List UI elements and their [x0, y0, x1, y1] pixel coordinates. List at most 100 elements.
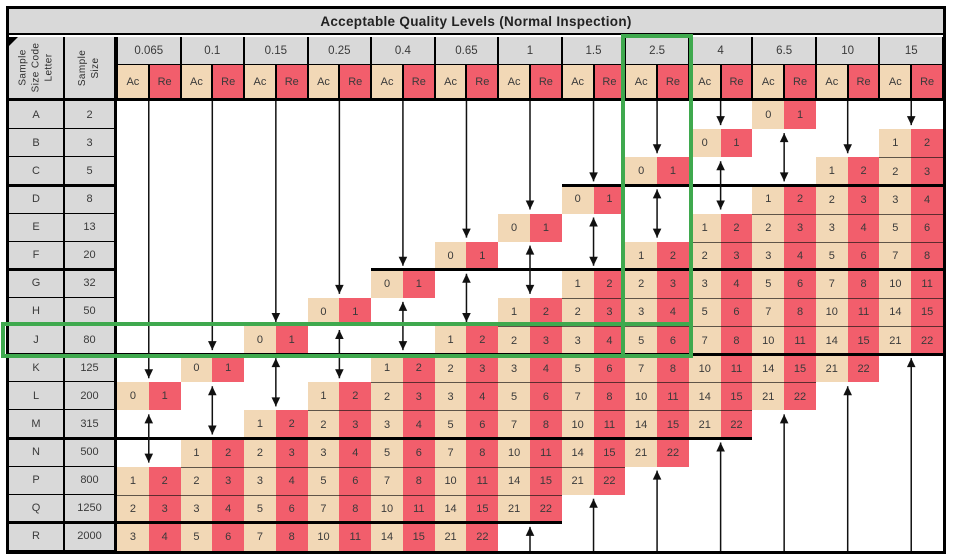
ac-value-cell: 14	[434, 494, 467, 523]
ac-value-cell: 0	[561, 185, 594, 214]
empty-cell	[212, 270, 244, 298]
re-value-cell: 15	[529, 466, 562, 495]
empty-cell	[308, 214, 340, 242]
ac-value-cell: 2	[307, 410, 340, 439]
re-value-cell: 6	[657, 326, 689, 355]
empty-cell	[244, 101, 276, 129]
re-value-cell: 4	[402, 410, 435, 439]
empty-cell	[244, 242, 276, 270]
ac-value-cell: 5	[434, 410, 467, 439]
ac-value-cell: 3	[752, 241, 785, 270]
re-header-cell: Re	[212, 65, 245, 101]
row-letter-cell: N	[9, 438, 65, 467]
ac-value-cell: 7	[498, 410, 530, 439]
empty-cell	[181, 214, 213, 242]
empty-cell	[816, 101, 848, 129]
group-divider	[9, 183, 117, 187]
re-value-cell: 3	[720, 241, 753, 270]
ac-value-cell: 1	[625, 241, 658, 270]
header-sample-size-code-letter: Sample Size Code Letter	[9, 37, 65, 101]
empty-cell	[594, 523, 626, 551]
re-value-cell: 1	[657, 157, 689, 186]
ac-value-cell: 1	[815, 157, 848, 186]
row-letter-cell: F	[9, 241, 65, 270]
row-letter-cell: D	[9, 185, 65, 214]
ac-value-cell: 7	[244, 522, 276, 551]
empty-cell	[212, 410, 244, 438]
empty-cell	[212, 382, 244, 410]
re-value-cell: 11	[402, 494, 435, 523]
empty-cell	[562, 242, 594, 270]
empty-cell	[721, 523, 753, 551]
empty-cell	[816, 495, 848, 523]
empty-cell	[657, 101, 689, 129]
empty-cell	[657, 129, 689, 157]
empty-cell	[244, 185, 276, 213]
group-divider	[9, 352, 943, 356]
ac-header-cell: Ac	[307, 65, 340, 101]
ac-value-cell: 0	[752, 101, 785, 130]
empty-cell	[435, 101, 467, 129]
re-value-cell: 6	[466, 410, 499, 439]
empty-cell	[879, 439, 911, 467]
re-value-cell: 22	[847, 354, 880, 383]
re-value-cell: 4	[529, 354, 562, 383]
ac-value-cell: 5	[244, 494, 276, 523]
row-size-cell: 5	[65, 157, 117, 186]
ac-value-cell: 3	[879, 185, 912, 214]
ac-header-cell: Ac	[561, 65, 594, 101]
empty-cell	[403, 214, 435, 242]
empty-cell	[466, 270, 498, 298]
empty-cell	[752, 410, 784, 438]
row-letter-cell: A	[9, 101, 65, 130]
row-letter-cell: M	[9, 410, 65, 439]
empty-cell	[339, 101, 371, 129]
re-header-cell: Re	[720, 65, 753, 101]
empty-cell	[212, 242, 244, 270]
empty-cell	[149, 410, 181, 438]
empty-cell	[562, 214, 594, 242]
empty-cell	[117, 157, 149, 185]
ac-value-cell: 14	[498, 466, 530, 495]
empty-cell	[149, 354, 181, 382]
empty-cell	[594, 495, 626, 523]
re-header-cell: Re	[402, 65, 435, 101]
ac-header-cell: Ac	[498, 65, 530, 101]
re-value-cell: 2	[847, 157, 880, 186]
ac-value-cell: 1	[371, 354, 403, 383]
empty-cell	[212, 298, 244, 326]
ac-value-cell: 1	[180, 438, 213, 467]
empty-cell	[244, 129, 276, 157]
ac-value-cell: 10	[688, 354, 721, 383]
ac-value-cell: 10	[752, 326, 785, 355]
empty-cell	[752, 129, 784, 157]
re-value-cell: 11	[466, 466, 499, 495]
empty-cell	[117, 326, 149, 354]
empty-cell	[276, 214, 308, 242]
ac-value-cell: 5	[180, 522, 213, 551]
empty-cell	[879, 354, 911, 382]
aql-level-header: 1	[498, 37, 562, 65]
ac-header-cell: Ac	[434, 65, 467, 101]
ac-value-cell: 1	[752, 185, 785, 214]
ac-value-cell: 3	[117, 522, 149, 551]
empty-cell	[149, 242, 181, 270]
ac-value-cell: 0	[180, 354, 213, 383]
empty-cell	[816, 129, 848, 157]
row-size-cell: 800	[65, 466, 117, 495]
ac-value-cell: 2	[561, 297, 594, 326]
re-value-cell: 4	[911, 185, 943, 214]
ac-value-cell: 2	[752, 213, 785, 242]
ac-value-cell: 5	[688, 297, 721, 326]
re-value-cell: 22	[529, 494, 562, 523]
empty-cell	[689, 523, 721, 551]
re-value-cell: 2	[275, 410, 308, 439]
empty-cell	[848, 495, 880, 523]
re-value-cell: 2	[529, 297, 562, 326]
re-value-cell: 1	[275, 326, 308, 355]
empty-cell	[784, 410, 816, 438]
ac-header-cell: Ac	[688, 65, 721, 101]
re-value-cell: 15	[784, 354, 816, 383]
empty-cell	[530, 129, 562, 157]
re-value-cell: 8	[593, 382, 626, 411]
